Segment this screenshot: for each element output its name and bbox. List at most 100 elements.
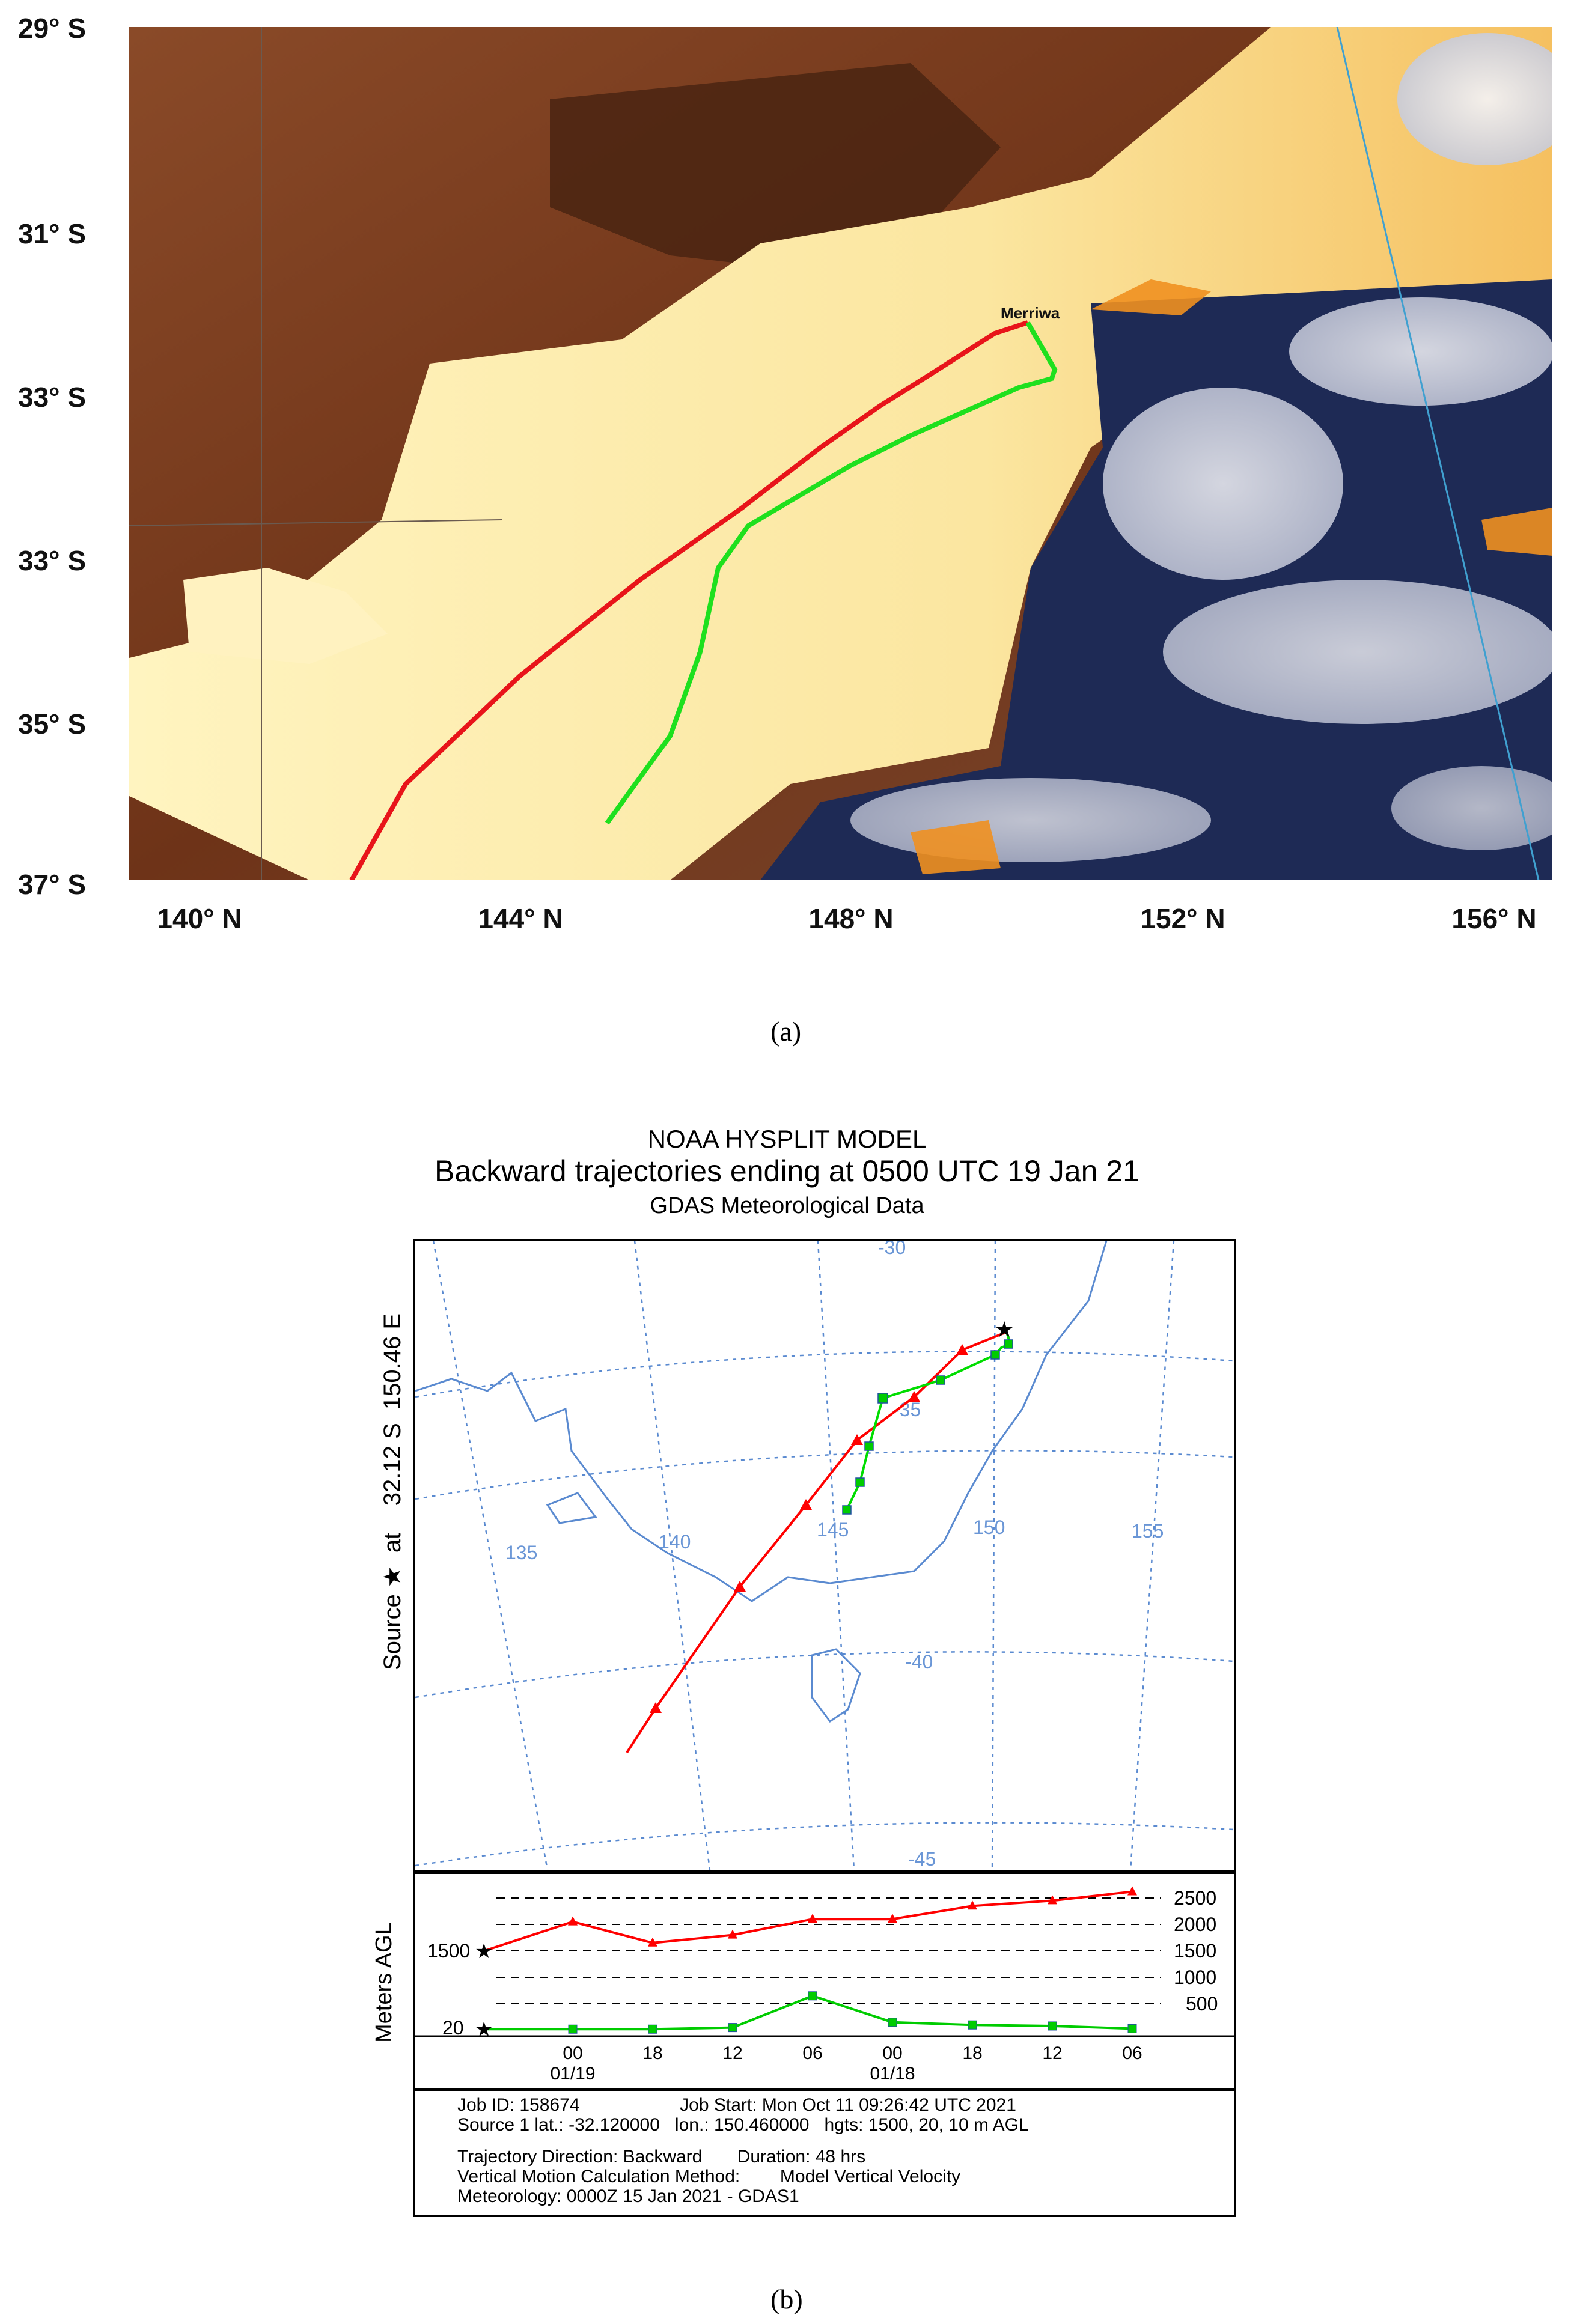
green-height-marker — [1048, 2021, 1057, 2031]
green-marker — [842, 1505, 852, 1515]
time-tick: 12 — [722, 2043, 742, 2063]
green-marker — [864, 1441, 874, 1451]
info-line-1: Job ID: 158674 Job Start: Mon Oct 11 09:… — [457, 2095, 1016, 2115]
red-height-marker — [648, 1937, 657, 1947]
graticule — [415, 1240, 1234, 1871]
green-height-marker — [968, 2020, 977, 2030]
red-height-marker — [568, 1916, 578, 1926]
aerosol-fringe-3 — [911, 820, 1001, 874]
caption-a: (a) — [770, 1016, 802, 1047]
green-marker — [877, 1393, 888, 1404]
grid-label-lat-45: -45 — [908, 1848, 936, 1870]
trajectory-map-box: 135 140 145 150 155 -30 -35 -40 -45 — [413, 1237, 1236, 1872]
hysplit-subtitle: Backward trajectories ending at 0500 UTC… — [435, 1154, 1139, 1188]
aerosol-patch — [183, 568, 388, 664]
red-height-marker — [968, 1900, 977, 1910]
green-height-marker — [1127, 2024, 1137, 2033]
satellite-map-panel: Merriwa — [129, 26, 1574, 881]
aerosol-field — [129, 27, 1552, 880]
green-height-marker — [888, 2018, 897, 2027]
cloud-3 — [1289, 297, 1554, 406]
green-height-marker — [728, 2023, 737, 2033]
lon-label-156: 156° N — [1451, 903, 1537, 934]
coastline-tasmania — [811, 1648, 861, 1723]
cloud-5 — [850, 778, 1211, 862]
hysplit-data-source: GDAS Meteorological Data — [650, 1193, 924, 1218]
cloud-1 — [1103, 388, 1343, 580]
ocean — [760, 279, 1552, 880]
red-marker — [734, 1581, 746, 1592]
job-info-box: Job ID: 158674 Job Start: Mon Oct 11 09:… — [413, 2090, 1236, 2217]
green-marker — [936, 1375, 945, 1385]
caption-b: (b) — [770, 2284, 803, 2314]
time-tick: 18 — [962, 2043, 982, 2063]
grid-label-145: 145 — [817, 1519, 849, 1541]
red-height-marker — [808, 1914, 817, 1923]
cloud-4 — [1397, 33, 1574, 165]
lat-label-33a: 33° S — [18, 382, 87, 413]
grid-label-lat-30: -30 — [878, 1241, 906, 1258]
info-line-4: Trajectory Direction: Backward Duration:… — [457, 2147, 866, 2167]
time-tick: 00 — [563, 2043, 582, 2063]
red-height-marker — [1127, 1886, 1137, 1896]
lon-line-145 — [817, 1240, 855, 1871]
red-height-marker — [888, 1914, 897, 1923]
lon-label-144: 144° N — [478, 903, 563, 934]
coastline-mainland — [415, 1240, 1108, 1602]
grid-label-150: 150 — [973, 1516, 1005, 1538]
height-axis-label: Meters AGL — [371, 1922, 397, 2043]
source-star-marker: ★ — [475, 1939, 493, 1964]
lat-line-40 — [415, 1651, 1234, 1699]
green-height-marker — [568, 2024, 578, 2034]
source-location-label: Source ★ at 32.12 S 150.46 E — [379, 1310, 409, 1670]
grid-label-140: 140 — [659, 1531, 691, 1553]
red-marker — [800, 1499, 812, 1510]
height-axis-label-wrap: Meters AGL — [371, 1922, 397, 2043]
grid-label-135: 135 — [505, 1542, 537, 1563]
green-marker — [990, 1350, 1000, 1360]
height-tick-2000: 2000 — [1174, 1914, 1216, 1935]
source-star-marker: ★ — [475, 2018, 493, 2042]
height-tick-1000: 1000 — [1174, 1967, 1216, 1988]
lat-label-33b: 33° S — [18, 545, 87, 576]
green-height-marker — [648, 2024, 657, 2034]
height-tick-2500: 2500 — [1174, 1887, 1216, 1909]
red-marker — [908, 1391, 920, 1402]
aerosol-fringe-1 — [1091, 279, 1211, 315]
time-tick: 12 — [1042, 2043, 1062, 2063]
red-height-marker — [1048, 1895, 1057, 1905]
lon-label-152: 152° N — [1140, 903, 1225, 934]
date-label-0119: 01/19 — [550, 2064, 595, 2084]
height-gridlines — [496, 1897, 1161, 2004]
time-tick: 18 — [642, 2043, 662, 2063]
lon-line-155 — [1129, 1240, 1175, 1871]
lon-line-135 — [432, 1240, 549, 1871]
grid-label-155: 155 — [1132, 1520, 1164, 1542]
satellite-map: Merriwa — [129, 26, 1574, 881]
grid-label-lat-40: -40 — [905, 1651, 933, 1673]
trajectory-map: 135 140 145 150 155 -30 -35 -40 -45 — [415, 1237, 1234, 1871]
satellite-swath-edge — [1336, 26, 1540, 881]
lon-line-150 — [991, 1240, 996, 1871]
info-line-5: Vertical Motion Calculation Method: Mode… — [457, 2167, 961, 2186]
lat-line-45 — [415, 1822, 1234, 1867]
lon-label-148: 148° N — [808, 903, 894, 934]
info-line-6: Meteorology: 0000Z 15 Jan 2021 - GDAS1 — [457, 2186, 799, 2206]
height-series-line — [484, 1994, 1133, 2031]
green-marker — [1004, 1339, 1013, 1349]
source-star-icon: ★ — [995, 1318, 1014, 1342]
time-tick: 00 — [882, 2043, 902, 2063]
place-label-merriwa: Merriwa — [1001, 304, 1060, 322]
green-height-marker — [808, 1991, 817, 2001]
info-line-2: Source 1 lat.: -32.120000 lon.: 150.4600… — [457, 2115, 1029, 2135]
height-plot: 2500 2000 1500 1000 500 1500 20 00 18 12… — [415, 1886, 1234, 2084]
time-tick: 06 — [802, 2043, 822, 2063]
aerosol-fringe-2 — [1481, 508, 1552, 556]
lat-label-29: 29° S — [18, 13, 87, 44]
red-marker — [650, 1702, 662, 1713]
hysplit-title: NOAA HYSPLIT MODEL — [647, 1125, 927, 1153]
height-tick-left-1500: 1500 — [427, 1940, 470, 1962]
lat-line-30 — [415, 1351, 1234, 1398]
green-trajectory-map — [846, 1331, 1012, 1510]
time-tick: 06 — [1122, 2043, 1142, 2063]
